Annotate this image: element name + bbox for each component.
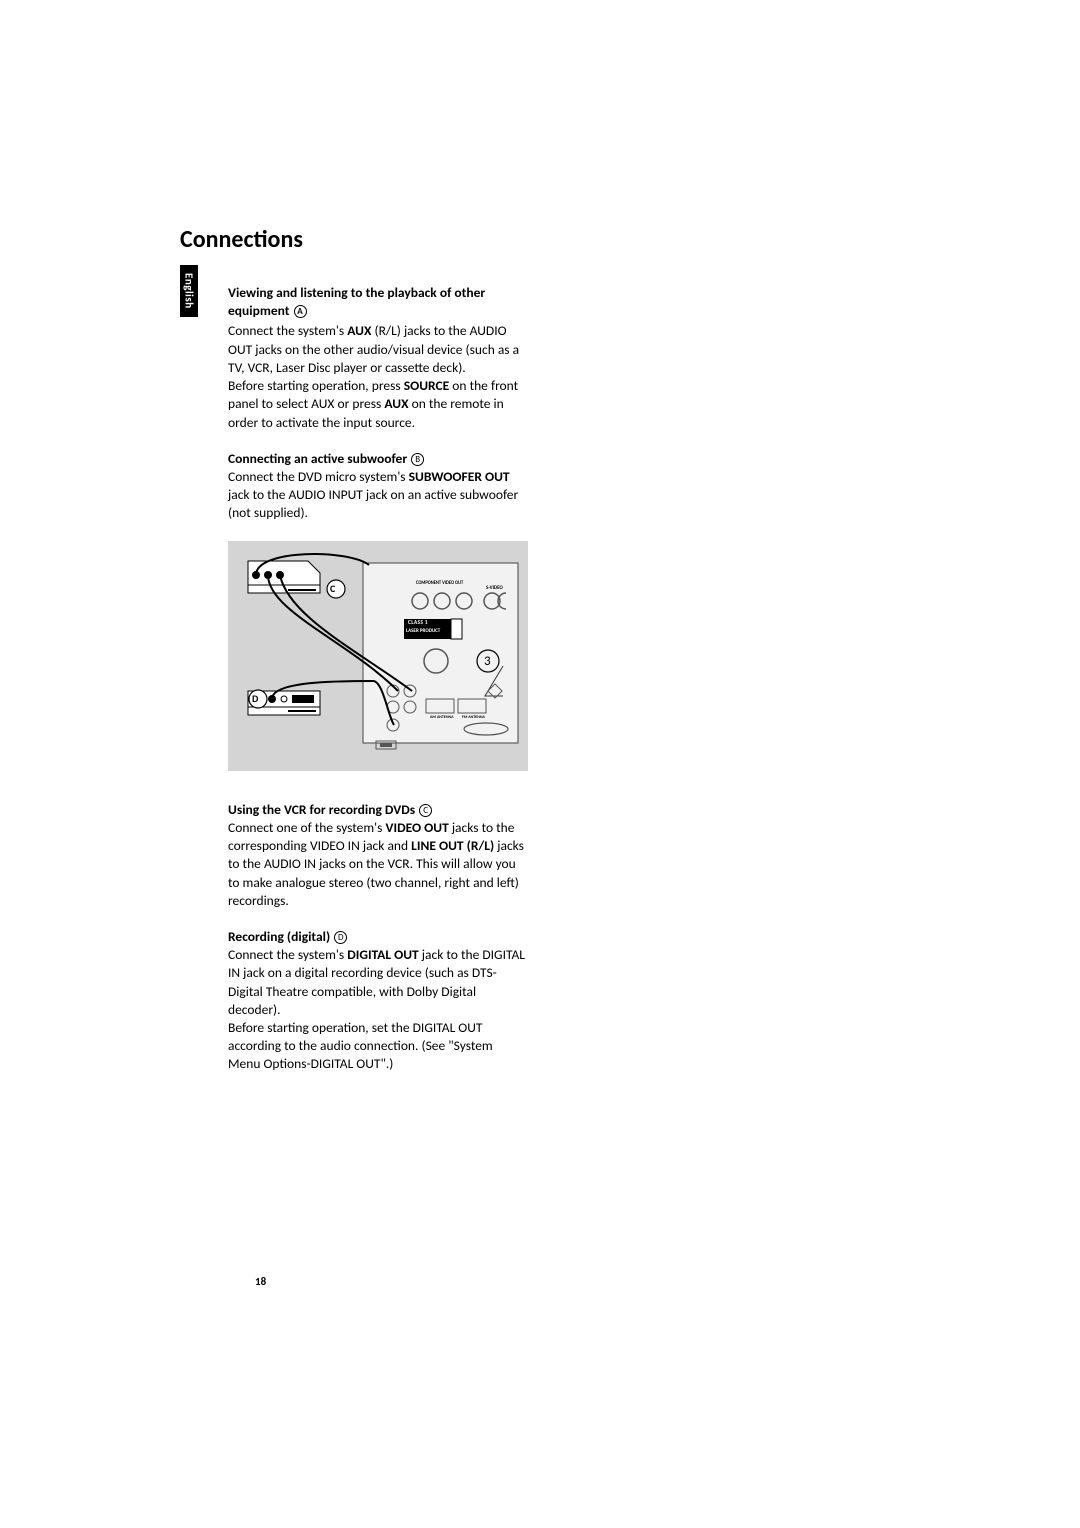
marker-a-icon: A	[294, 305, 307, 318]
text: jack to the AUDIO INPUT jack on an activ…	[228, 486, 518, 521]
marker-b-icon: B	[411, 453, 424, 466]
section-heading-b: Connecting an active subwoofer	[228, 450, 407, 467]
section-d-body: Recording (digital) D Connect the system…	[228, 928, 528, 1074]
marker-c-icon: C	[419, 804, 432, 817]
bold-videoout: VIDEO OUT	[386, 819, 449, 836]
text: Connect one of the system's	[228, 819, 386, 836]
text: Before starting operation, set the DIGIT…	[228, 1019, 493, 1072]
bold-digitalout: DIGITAL OUT	[347, 946, 419, 963]
text: Connect the system's	[228, 946, 347, 963]
bold-aux2: AUX	[384, 395, 408, 412]
diagram-marker-c: C	[330, 582, 335, 596]
section-heading-a: Viewing and listening to the playback of…	[228, 284, 528, 320]
bold-aux: AUX	[347, 322, 371, 339]
section-b-body: Connecting an active subwoofer B Connect…	[228, 450, 528, 523]
section-c-body: Using the VCR for recording DVDs C Conne…	[228, 801, 528, 910]
diagram-marker-d: D	[252, 692, 258, 706]
section-heading-c: Using the VCR for recording DVDs	[228, 801, 415, 818]
svideo-label: S-VIDEO	[486, 585, 503, 592]
diagram-svg	[228, 541, 528, 771]
text: Connect the DVD micro system's	[228, 468, 409, 485]
bold-source: SOURCE	[404, 377, 450, 394]
text: Connect the system's	[228, 322, 347, 339]
heading-text: Viewing and listening to the playback of…	[228, 284, 485, 319]
page-number: 18	[255, 1275, 266, 1288]
section-a-body: Connect the system's AUX (R/L) jacks to …	[228, 322, 528, 431]
marker-d-icon: D	[334, 931, 347, 944]
fm-label: FM ANTENNA	[462, 715, 485, 720]
page-content: Connections Viewing and listening to the…	[180, 225, 900, 1092]
content-column: Viewing and listening to the playback of…	[228, 284, 528, 1074]
laser-label-1: CLASS 1	[408, 620, 428, 627]
page-title: Connections	[180, 225, 900, 254]
text: Before starting operation, press	[228, 377, 404, 394]
section-heading-d: Recording (digital)	[228, 928, 330, 945]
component-label: COMPONENT VIDEO OUT	[416, 581, 463, 587]
laser-label-2: LASER PRODUCT	[406, 628, 440, 635]
bold-lineout: LINE OUT (R/L)	[411, 837, 494, 854]
connection-diagram: C D 3 CLASS 1 LASER PRODUCT COMPONENT VI…	[228, 541, 528, 771]
bold-subwoofer: SUBWOOFER OUT	[409, 468, 510, 485]
diagram-marker-3: 3	[484, 653, 491, 671]
am-label: AM ANTENNA	[430, 715, 454, 720]
